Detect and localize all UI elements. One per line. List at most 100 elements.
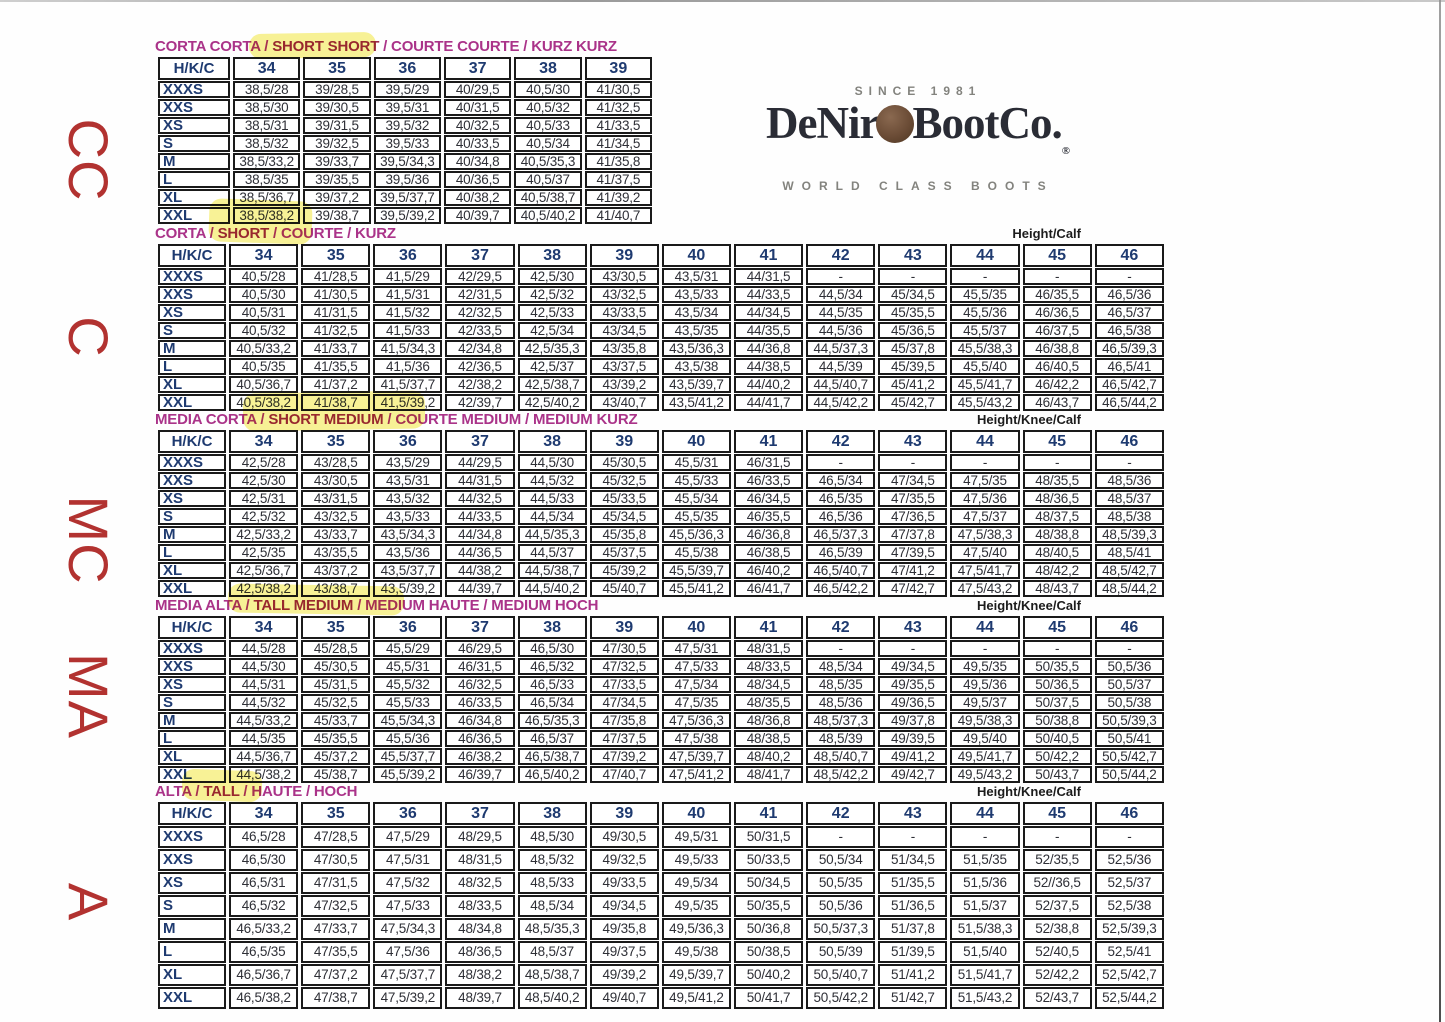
size-cell: 41/33,7 [301, 340, 371, 357]
size-cell: 52/37,5 [1022, 895, 1092, 917]
col-header: 39 [589, 430, 659, 453]
size-cell: 45/35,5 [301, 730, 371, 747]
size-cell: 44,5/36,7 [229, 748, 299, 765]
size-cell: 51/35,5 [878, 872, 948, 894]
title-segment: / COURTE COURTE / KURZ KURZ [379, 38, 617, 55]
size-cell: 45,5/35 [661, 508, 731, 525]
size-cell: 46,5/30 [517, 640, 587, 657]
size-cell: 47,5/36 [373, 941, 443, 963]
size-cell: 52,5/42,7 [1094, 964, 1164, 986]
size-cell: 44,5/30 [229, 658, 299, 675]
row-header: XXL [158, 394, 226, 411]
size-cell: 42/33,5 [445, 322, 515, 339]
size-cell: 49/37,5 [589, 941, 659, 963]
size-cell: 49/34,5 [589, 895, 659, 917]
size-cell: 48,5/40,7 [806, 748, 876, 765]
size-cell: 47/39,2 [589, 748, 659, 765]
registered-trademark-symbol: ® [1061, 145, 1070, 157]
size-cell: 46,5/41 [1094, 358, 1164, 375]
size-cell: 43,5/36 [373, 544, 443, 561]
header-row: H/K/C 34 35 36 37 38 39 40 41 42 43 44 45 46 [158, 802, 1164, 825]
title-segment: / COURTE MEDIUM / MEDIUM KURZ [383, 411, 638, 428]
size-cell: 38,5/31 [233, 117, 301, 134]
col-header: 36 [373, 616, 443, 639]
size-cell: 52/40,5 [1022, 941, 1092, 963]
size-cell: 45/39,2 [589, 562, 659, 579]
col-header: 36 [373, 244, 443, 267]
size-cell: 46,5/28 [229, 826, 299, 848]
side-code-ma: MA [57, 653, 121, 739]
size-cell: 44/34,5 [733, 304, 804, 321]
size-cell: 46/35,5 [1022, 286, 1092, 303]
size-cell: 45/31,5 [301, 676, 371, 693]
size-cell: 39/35,5 [303, 171, 371, 188]
row-header: XXXS [158, 826, 226, 848]
size-cell: 38,5/35 [233, 171, 301, 188]
size-cell: 47,5/34,3 [373, 918, 443, 940]
size-cell: 51/41,2 [878, 964, 948, 986]
row-header: L [158, 171, 230, 188]
row-header: M [158, 526, 226, 543]
size-cell: 46,5/34 [517, 694, 587, 711]
size-cell: 46,5/38,2 [229, 987, 299, 1009]
size-cell: 50,5/36 [1094, 658, 1164, 675]
size-cell: 46,5/36,7 [229, 964, 299, 986]
size-cell: 49/39,5 [878, 730, 948, 747]
row-header: S [158, 895, 226, 917]
size-cell: 51,5/41,7 [950, 964, 1020, 986]
col-header: 35 [303, 57, 371, 80]
table-row: XS 40,5/31 41/31,5 41,5/32 42/32,5 42,5/33 43/… [158, 304, 1164, 321]
size-cell: 47,5/29 [373, 826, 443, 848]
size-cell: 50/31,5 [733, 826, 804, 848]
size-cell: 48,5/36 [1094, 472, 1164, 489]
size-cell: 48,5/42,7 [1094, 562, 1164, 579]
table-row: XXL 44,5/38,2 45/38,7 45,5/39,2 46/39,7 46,5/… [158, 766, 1164, 783]
size-cell: 42,5/34 [517, 322, 587, 339]
size-cell: 50,5/41 [1094, 730, 1164, 747]
size-cell: 42,5/31 [229, 490, 299, 507]
row-header: XS [158, 872, 226, 894]
size-cell: 44,5/31 [229, 676, 299, 693]
size-cell: 48/37,5 [1022, 508, 1092, 525]
table-title: CORTA CORTA / SHORT SHORT / COURTE COURT… [155, 37, 655, 56]
size-cell: 46,5/42,2 [806, 580, 876, 597]
size-cell: 46/29,5 [445, 640, 515, 657]
size-cell: 44/32,5 [445, 490, 515, 507]
size-cell: 43/40,7 [589, 394, 659, 411]
size-cell: 42,5/30 [229, 472, 299, 489]
size-cell: 47/42,7 [878, 580, 948, 597]
size-cell: 46,5/37,3 [806, 526, 876, 543]
size-cell: 47/33,7 [301, 918, 371, 940]
size-cell: 50/41,7 [733, 987, 804, 1009]
col-header: 34 [229, 802, 299, 825]
col-header: 41 [733, 802, 804, 825]
table-row: XXS 44,5/30 45/30,5 45,5/31 46/31,5 46,5/32 47… [158, 658, 1164, 675]
table-row: XS 38,5/31 39/31,5 39,5/32 40/32,5 40,5/33 41/… [158, 117, 652, 134]
size-cell: 46,5/38,7 [517, 748, 587, 765]
size-cell: 49/36,5 [878, 694, 948, 711]
size-cell: 48/36,5 [1022, 490, 1092, 507]
size-cell: 50/42,2 [1022, 748, 1092, 765]
size-cell: 47,5/39,7 [661, 748, 731, 765]
size-cell: 51,5/36 [950, 872, 1020, 894]
row-header: XXL [158, 987, 226, 1009]
col-header: 38 [517, 244, 587, 267]
size-cell: 47,5/37,7 [373, 964, 443, 986]
row-header: L [158, 544, 226, 561]
size-cell: 42,5/40,2 [517, 394, 587, 411]
table-row: S 44,5/32 45/32,5 45,5/33 46/33,5 46,5/34 47/3… [158, 694, 1164, 711]
measure-label: Height/Knee/Calf [976, 598, 1081, 613]
size-cell: 48/29,5 [445, 826, 515, 848]
col-header: 44 [950, 802, 1020, 825]
size-cell: 45,5/31 [373, 658, 443, 675]
size-cell: 46/40,2 [733, 562, 804, 579]
row-header: S [158, 135, 230, 152]
size-cell: 47,5/34 [661, 676, 731, 693]
size-table-section-a: ALTA / TALL / HAUTE / HOCHHeight/Knee/Ca… [155, 782, 1167, 1010]
col-header: 39 [589, 244, 659, 267]
size-cell: 50,5/39 [806, 941, 876, 963]
size-cell: 45,5/32 [373, 676, 443, 693]
size-cell: 39,5/39,2 [373, 207, 441, 224]
row-header: XS [158, 117, 230, 134]
size-cell: 40,5/38,7 [514, 189, 582, 206]
